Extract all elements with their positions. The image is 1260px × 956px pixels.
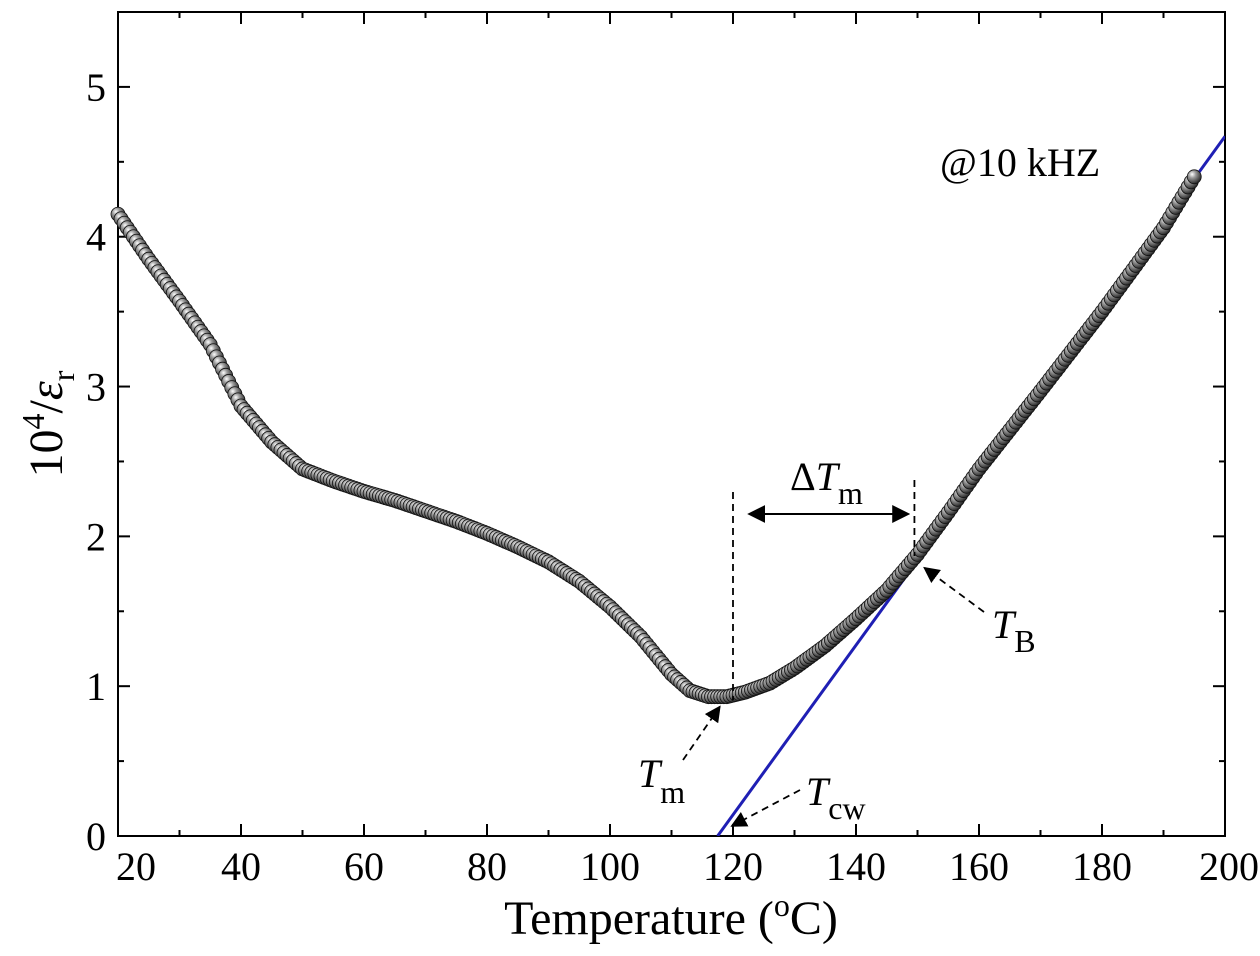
annotations [682,480,985,827]
tick-labels: 20 40 60 80 100 120 140 160 180 200 0 1 2 3 4 5 [86,65,1259,889]
frequency-label: @10 kHZ [940,140,1100,185]
tcw-label: Tcw [806,769,866,826]
x-tick-label: 60 [344,844,384,889]
tb-label: TB [992,602,1036,659]
x-tick-label: 180 [1072,844,1132,889]
delta-tm-label: ΔTm [790,454,863,511]
x-axis-title: Temperature (oC) [504,887,838,945]
y-tick-label: 1 [86,664,106,709]
y-tick-label: 2 [86,514,106,559]
x-tick-label: 200 [1199,844,1259,889]
y-tick-label: 0 [86,814,106,859]
tb-arrow [923,566,985,613]
data-points [110,169,1202,705]
x-tick-label: 160 [949,844,1009,889]
x-tick-label: 140 [826,844,886,889]
data-point [1186,169,1202,185]
tcw-arrow [730,789,801,827]
tick-marks [117,12,1226,837]
y-tick-label: 5 [86,65,106,110]
y-tick-label: 4 [86,215,106,260]
tm-arrow [682,705,721,761]
x-tick-label: 100 [580,844,640,889]
x-tick-label: 120 [703,844,763,889]
tm-label: Tm [638,751,685,810]
y-tick-label: 3 [86,365,106,410]
plot-frame [117,11,1226,837]
x-tick-label: 80 [467,844,507,889]
x-tick-label: 40 [221,844,261,889]
y-axis-title: 104/εr [15,370,81,477]
x-tick-label: 20 [116,844,156,889]
